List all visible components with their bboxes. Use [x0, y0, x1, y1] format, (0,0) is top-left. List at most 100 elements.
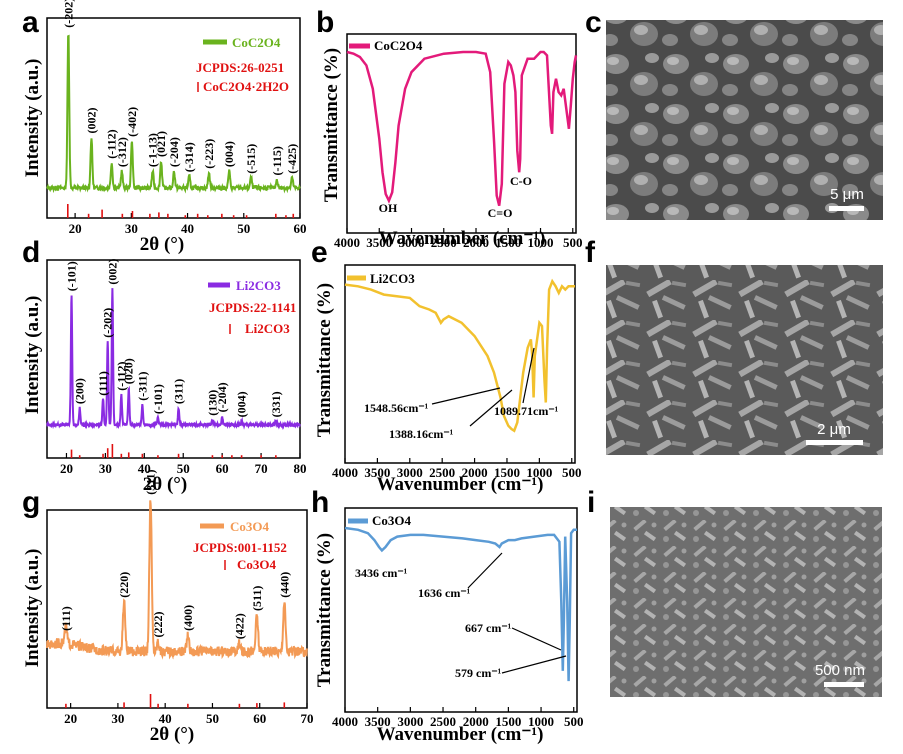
x-axis-label-b: Wavenumber (cm⁻¹) [379, 228, 546, 249]
peak-label: (004) [235, 391, 249, 417]
ir-curve-co3o4 [344, 526, 577, 682]
legend-ref-name-a: CoC2O4·2H2O [203, 79, 289, 94]
x-tick-label: 3500 [364, 465, 390, 480]
arrow-1636 [467, 552, 503, 589]
chart-panel-d: 20 30 40 50 60 70 80 (-101) (200) (111) (-202) (00… [22, 259, 307, 495]
chart-panel-a: 20 30 40 50 60 (-202) (002) (-112)(-312)(-402)… [22, 0, 307, 255]
x-tick-label: 1000 [528, 235, 554, 250]
legend-text-e: Li2CO3 [370, 271, 415, 286]
peak-label: (-115) [270, 146, 284, 175]
y-axis-label-g: Intensity (a.u.) [22, 549, 43, 668]
peak-label: (-1-13) [146, 133, 160, 167]
plot-frame-g [46, 509, 308, 709]
x-axis-label-d: 2θ (°) [143, 474, 187, 495]
peak-label: (422) [232, 613, 246, 639]
x-ticks-e: 4000 3500 3000 2500 2000 1500 1000 500 [332, 458, 582, 480]
x-tick-label: 30 [99, 461, 112, 476]
y-axis-label-d: Intensity (a.u.) [22, 296, 43, 415]
legend-text-b: CoC2O4 [374, 38, 423, 53]
peak-label: (-223) [202, 139, 216, 169]
panel-label-g: g [22, 486, 40, 519]
legend-text-d: Li2CO3 [236, 278, 281, 293]
peak-label: (220) [117, 572, 131, 598]
sem-image-c: 5 μm [606, 20, 883, 220]
x-tick-label: 30 [111, 711, 124, 726]
plot-frame-a [46, 17, 301, 219]
arrow-1548 [431, 387, 501, 405]
xrd-curve-li2co3 [46, 288, 301, 430]
peak-labels-a: (-202) (002) (-112)(-312)(-402) (-1-13)(021… [61, 0, 299, 176]
x-tick-label: 500 [563, 235, 583, 250]
annotation-3436: 3436 cm⁻¹ [355, 566, 408, 580]
panel-label-d: d [22, 236, 40, 269]
legend-ref-name-d: Li2CO3 [245, 321, 290, 336]
panel-label-a: a [22, 6, 39, 39]
legend-text-g: Co3O4 [230, 519, 270, 534]
legend-text-h: Co3O4 [372, 513, 412, 528]
x-tick-label: 4000 [332, 714, 358, 729]
x-tick-label: 3500 [366, 235, 392, 250]
annotation-1548: 1548.56cm⁻¹ [364, 401, 429, 415]
legend-text-a: CoC2O4 [232, 35, 281, 50]
x-tick-label: 70 [301, 711, 314, 726]
x-tick-label: 20 [64, 711, 77, 726]
scale-text-c: 5 μm [830, 186, 864, 203]
x-tick-label: 60 [253, 711, 266, 726]
x-tick-label: 2000 [462, 465, 488, 480]
peak-label: (511) [250, 586, 264, 611]
annotation-1388: 1388.16cm⁻¹ [389, 427, 454, 441]
annotation-1089: 1089.71cm⁻¹ [494, 404, 559, 418]
x-ticks-b: 4000 3500 3000 2500 2000 1500 1000 500 [334, 228, 583, 250]
scale-text-f: 2 μm [817, 421, 851, 438]
panel-label-i: i [587, 486, 595, 519]
x-tick-label: 2500 [431, 235, 457, 250]
legend-jcpds-a: JCPDS:26-0251 [196, 60, 284, 75]
x-tick-label: 3500 [365, 714, 391, 729]
peak-label: (-311) [135, 371, 149, 400]
x-ticks-g: 20 30 40 50 60 70 [64, 703, 314, 726]
peak-label: (-402) [125, 107, 139, 137]
peak-label: (200) [73, 378, 87, 404]
peak-label: (020) [122, 358, 136, 384]
scale-bar-f [806, 440, 863, 445]
peak-labels-g: (111) (220) (311) (222) (400) (422) (511) (440) [59, 469, 291, 639]
chart-panel-b: 4000 3500 3000 2500 2000 1500 1000 500 CoC2O4 O… [321, 33, 583, 250]
peak-label: (440) [277, 572, 291, 598]
peak-label: (-202) [61, 0, 75, 28]
x-ticks-h: 4000 3500 3000 2500 2000 1500 1000 500 [332, 707, 583, 729]
x-tick-label: 1500 [494, 465, 520, 480]
peak-label: (130) [205, 390, 219, 416]
sem-image-i: 500 nm [610, 507, 882, 697]
peak-label: (-112) [114, 361, 128, 390]
peak-label: (331) [269, 391, 283, 417]
x-tick-label: 20 [60, 461, 73, 476]
peak-label: (002) [105, 259, 119, 285]
x-tick-label: 500 [564, 714, 584, 729]
x-tick-label: 2500 [429, 465, 455, 480]
peak-label: (-202) [101, 308, 115, 338]
scale-bar-c [829, 206, 864, 211]
annotation-c-o-single: C-O [510, 174, 532, 188]
annotation-579: 579 cm⁻¹ [455, 666, 502, 680]
x-tick-label: 30 [125, 221, 138, 236]
panel-label-f: f [585, 236, 596, 269]
x-tick-label: 40 [159, 711, 172, 726]
xrd-curve-co3o4 [46, 500, 308, 660]
x-tick-label: 20 [69, 221, 82, 236]
reference-lines-d [70, 444, 277, 458]
x-tick-label: 2000 [463, 235, 489, 250]
peak-label: (021) [154, 131, 168, 157]
peak-label: (-425) [285, 144, 299, 174]
scale-text-i: 500 nm [815, 662, 865, 679]
legend-ref-name-g: Co3O4 [237, 557, 277, 572]
x-axis-label-g: 2θ (°) [150, 724, 194, 745]
x-tick-label: 60 [216, 461, 229, 476]
panel-label-h: h [311, 486, 329, 519]
peak-label: (-101) [151, 384, 165, 414]
arrow-667 [511, 627, 562, 651]
peak-label: (004) [222, 141, 236, 167]
x-tick-label: 40 [181, 221, 194, 236]
plot-frame-d [46, 259, 301, 459]
x-tick-label: 70 [255, 461, 268, 476]
x-tick-label: 1000 [528, 714, 554, 729]
